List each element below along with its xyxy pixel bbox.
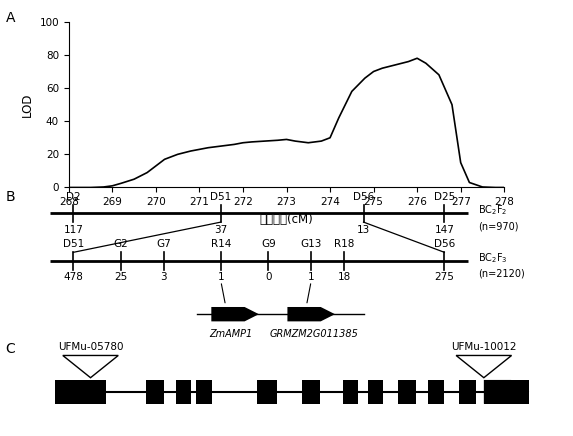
Bar [303, 380, 320, 404]
Y-axis label: LOD: LOD [21, 92, 34, 117]
Polygon shape [456, 355, 512, 378]
Text: C: C [6, 342, 15, 356]
Text: R14: R14 [211, 239, 231, 249]
Text: G2: G2 [113, 239, 128, 249]
Text: 3: 3 [160, 272, 167, 283]
Bar [176, 380, 191, 404]
FancyArrow shape [211, 307, 259, 321]
Bar [146, 380, 164, 404]
Text: BC$_2$F$_2$: BC$_2$F$_2$ [478, 204, 507, 218]
Bar [398, 380, 416, 404]
Bar [343, 380, 358, 404]
Text: 25: 25 [115, 272, 128, 283]
Text: 147: 147 [434, 225, 454, 235]
Text: (n=970): (n=970) [478, 221, 518, 232]
Text: 37: 37 [214, 225, 227, 235]
Text: 0: 0 [265, 272, 272, 283]
Text: 478: 478 [64, 272, 83, 283]
Text: D56: D56 [434, 239, 455, 249]
Text: UFMu-10012: UFMu-10012 [451, 342, 517, 352]
Text: G13: G13 [300, 239, 322, 249]
Text: D25: D25 [434, 192, 455, 202]
Text: G7: G7 [156, 239, 171, 249]
Text: 18: 18 [338, 272, 351, 283]
Text: 117: 117 [64, 225, 83, 235]
Bar [197, 380, 211, 404]
Text: 13: 13 [357, 225, 370, 235]
FancyArrow shape [484, 380, 529, 404]
Text: 1: 1 [218, 272, 224, 283]
Text: UFMu-05780: UFMu-05780 [58, 342, 123, 352]
Text: D51: D51 [63, 239, 84, 249]
Text: R18: R18 [334, 239, 355, 249]
Polygon shape [63, 355, 118, 378]
X-axis label: 连锁位置(cM): 连锁位置(cM) [260, 213, 313, 226]
Text: GRMZM2G011385: GRMZM2G011385 [269, 329, 358, 339]
Text: ZmAMP1: ZmAMP1 [209, 329, 252, 339]
Bar [429, 380, 444, 404]
Bar [257, 380, 277, 404]
Text: (n=2120): (n=2120) [478, 269, 524, 279]
Bar [55, 380, 105, 404]
Text: A: A [6, 11, 15, 25]
Bar [368, 380, 383, 404]
Text: B: B [6, 190, 15, 204]
Bar [458, 380, 476, 404]
Text: BC$_2$F$_3$: BC$_2$F$_3$ [478, 251, 507, 265]
Bar [484, 380, 529, 404]
Text: G9: G9 [261, 239, 276, 249]
Text: 275: 275 [434, 272, 454, 283]
Text: D2: D2 [66, 192, 81, 202]
Text: D51: D51 [210, 192, 231, 202]
FancyArrow shape [288, 307, 335, 321]
Text: 1: 1 [308, 272, 315, 283]
Text: D56: D56 [353, 192, 374, 202]
